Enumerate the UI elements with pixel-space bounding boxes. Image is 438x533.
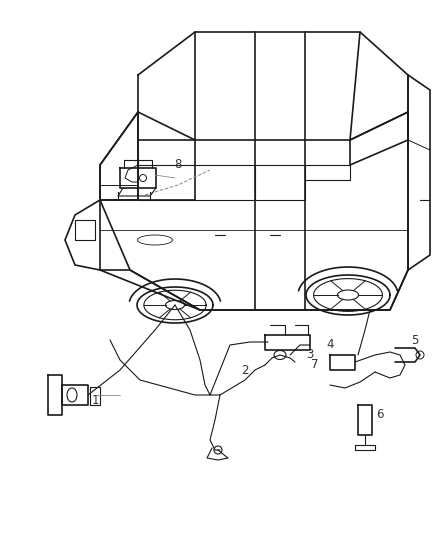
Text: 7: 7	[311, 359, 319, 372]
Text: 4: 4	[326, 338, 334, 351]
Text: 5: 5	[411, 334, 419, 346]
Text: 3: 3	[306, 349, 314, 361]
Text: 1: 1	[91, 393, 99, 407]
Text: 8: 8	[174, 158, 182, 172]
Bar	[90, 387, 100, 405]
Text: 2: 2	[241, 364, 249, 376]
Text: 6: 6	[376, 408, 384, 422]
